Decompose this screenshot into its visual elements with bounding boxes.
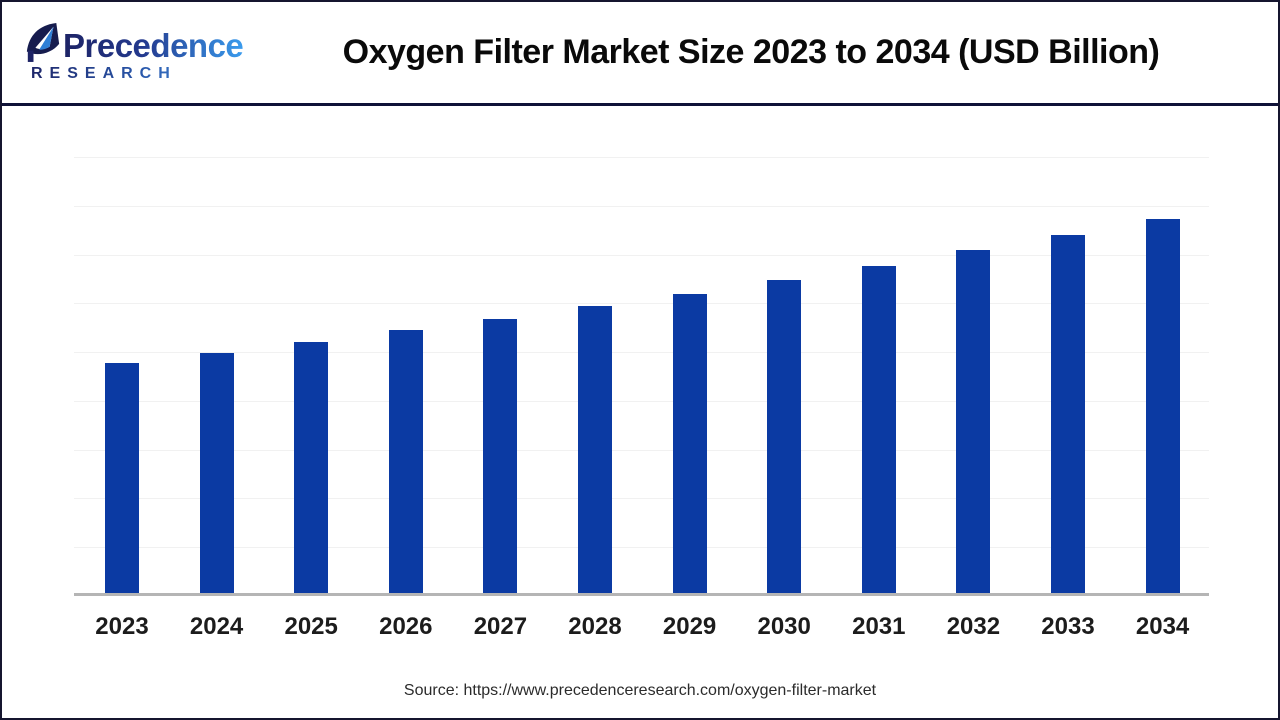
gridline <box>74 400 1209 402</box>
chart-area: 2023 2024 2025 2026 2027 2028 2029 2030 2031 2032… <box>2 106 1278 717</box>
x-tick-label-2033: 2033 <box>1041 613 1095 640</box>
x-tick-label-2024: 2024 <box>189 613 244 640</box>
bar-2025 <box>294 342 329 593</box>
x-tick-label-2023: 2023 <box>95 613 149 640</box>
bar-2024 <box>199 352 234 593</box>
sail-logo-icon <box>26 23 60 62</box>
bar-2033 <box>1051 234 1085 593</box>
x-tick-label-2030: 2030 <box>757 613 811 640</box>
x-tick-label-2028: 2028 <box>568 613 622 640</box>
bar-2023 <box>105 363 139 593</box>
x-tick-label-2032: 2032 <box>946 613 1001 640</box>
bar-2031 <box>861 265 896 593</box>
brand-subtitle: RESEARCH <box>24 65 252 83</box>
x-tick-label-2027: 2027 <box>473 613 528 640</box>
x-axis-labels: 2023 2024 2025 2026 2027 2028 2029 2030 2031 2032… <box>74 613 1209 647</box>
gridline <box>74 449 1209 451</box>
gridline <box>74 254 1209 256</box>
chart-title: Oxygen Filter Market Size 2023 to 2034 (… <box>342 33 1160 71</box>
header: Precedence RESEARCH Oxygen Filter Market… <box>2 2 1278 106</box>
x-tick-label-2031: 2031 <box>852 613 906 640</box>
gridline <box>74 157 1209 158</box>
bar-2028 <box>578 306 612 593</box>
bar-2032 <box>956 250 991 593</box>
bar-2029 <box>672 293 707 593</box>
x-tick-label-2034: 2034 <box>1135 613 1190 640</box>
brand-logo: Precedence RESEARCH <box>24 22 252 83</box>
x-tick-label-2026: 2026 <box>379 613 433 640</box>
gridline <box>74 498 1209 500</box>
x-tick-label-2029: 2029 <box>662 613 717 640</box>
x-tick-label-2025: 2025 <box>284 613 338 640</box>
bar-2030 <box>767 280 802 593</box>
bar-2027 <box>483 318 518 593</box>
gridline <box>74 303 1209 305</box>
plot-area <box>74 157 1209 596</box>
bar-2026 <box>388 330 423 593</box>
source-text: Source: https://www.precedenceresearch.c… <box>403 682 877 699</box>
gridline <box>74 352 1209 354</box>
brand-name: Precedence <box>63 27 244 64</box>
gridline <box>74 205 1209 207</box>
bar-2034 <box>1145 219 1180 593</box>
gridline <box>74 547 1209 549</box>
